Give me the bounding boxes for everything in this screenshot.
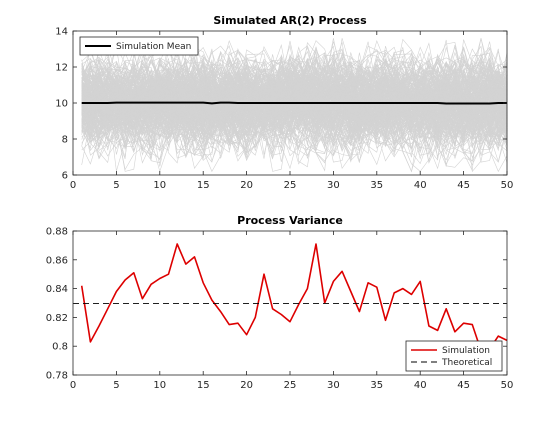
simulation-path (81, 60, 508, 144)
legend-box (405, 340, 503, 372)
x-tick-label: 10 (153, 380, 166, 391)
x-tick-label: 5 (113, 180, 119, 191)
simulation-path (81, 69, 508, 165)
y-tick-label: 10 (55, 99, 68, 110)
x-tick-label: 35 (370, 180, 383, 191)
legend-entry-label: Simulation Mean (116, 42, 191, 52)
x-tick-label: 50 (501, 380, 514, 391)
axis-ticks: 0 5 10 15 20 25 30 35 40 45 50 6 8 10 12 14 (55, 27, 513, 192)
simulation-path (81, 60, 508, 147)
x-tick-label: 35 (370, 380, 383, 391)
y-tick-label: 6 (62, 171, 68, 182)
x-tick-label: 0 (70, 380, 76, 391)
x-tick-label: 25 (284, 380, 297, 391)
chart-title: Process Variance (237, 214, 343, 227)
x-tick-label: 50 (501, 180, 514, 191)
simulation-path (81, 60, 508, 147)
x-tick-label: 10 (153, 180, 166, 191)
simulation-path (81, 53, 508, 145)
simulation-path (81, 58, 508, 143)
axis-ticks: 0 5 10 15 20 25 30 35 40 45 50 0.78 0.8 0.82 0.84 0.86 0… (46, 227, 514, 392)
simulation-path (81, 45, 508, 161)
legend-entry-label: Theoretical (441, 358, 492, 368)
x-tick-label: 15 (197, 180, 210, 191)
x-tick-label: 40 (414, 380, 427, 391)
simulation-path (81, 46, 508, 145)
simulation-path (81, 65, 508, 144)
simulation-path (81, 38, 508, 173)
x-tick-label: 5 (113, 380, 119, 391)
y-tick-label: 14 (55, 27, 68, 38)
simulation-path (81, 53, 508, 143)
series-group (73, 243, 508, 352)
x-tick-label: 30 (327, 380, 340, 391)
x-tick-label: 20 (240, 180, 253, 191)
simulation-path (81, 66, 508, 170)
x-tick-label: 20 (240, 380, 253, 391)
simulation-path (81, 68, 508, 139)
y-tick-label: 0.88 (46, 227, 68, 238)
y-tick-label: 8 (62, 135, 68, 146)
x-tick-label: 45 (457, 180, 470, 191)
y-tick-label: 0.82 (46, 313, 68, 324)
simulation-path (81, 75, 508, 156)
chart-title: Simulated AR(2) Process (213, 14, 367, 27)
series-group (81, 101, 507, 105)
legend-box (79, 36, 199, 56)
x-tick-label: 0 (70, 180, 76, 191)
y-tick-label: 0.84 (46, 284, 68, 295)
series-line-simulation-mean (81, 101, 507, 105)
series-line-simulation (80, 243, 508, 352)
legend: Simulation Theoretical (405, 340, 503, 372)
y-tick-label: 0.78 (46, 371, 68, 382)
ar2-process-plot: 0 5 10 15 20 25 30 35 40 45 50 6 8 10 12 14 Simulated A… (55, 14, 513, 191)
x-tick-label: 40 (414, 180, 427, 191)
x-tick-label: 15 (197, 380, 210, 391)
y-tick-label: 0.8 (52, 342, 68, 353)
simulation-path (81, 49, 508, 143)
x-tick-label: 45 (457, 380, 470, 391)
simulation-path (81, 68, 508, 162)
legend-entry-label: Simulation (442, 346, 490, 356)
x-tick-label: 25 (284, 180, 297, 191)
x-tick-label: 30 (327, 180, 340, 191)
variance-plot: 0 5 10 15 20 25 30 35 40 45 50 0.78 0.8 0.82 0.84 0.86 0… (46, 214, 514, 391)
legend: Simulation Mean (79, 36, 199, 56)
y-tick-label: 0.86 (46, 255, 68, 266)
y-tick-label: 12 (55, 63, 68, 74)
simulation-path (81, 55, 508, 158)
simulation-path (81, 40, 508, 150)
